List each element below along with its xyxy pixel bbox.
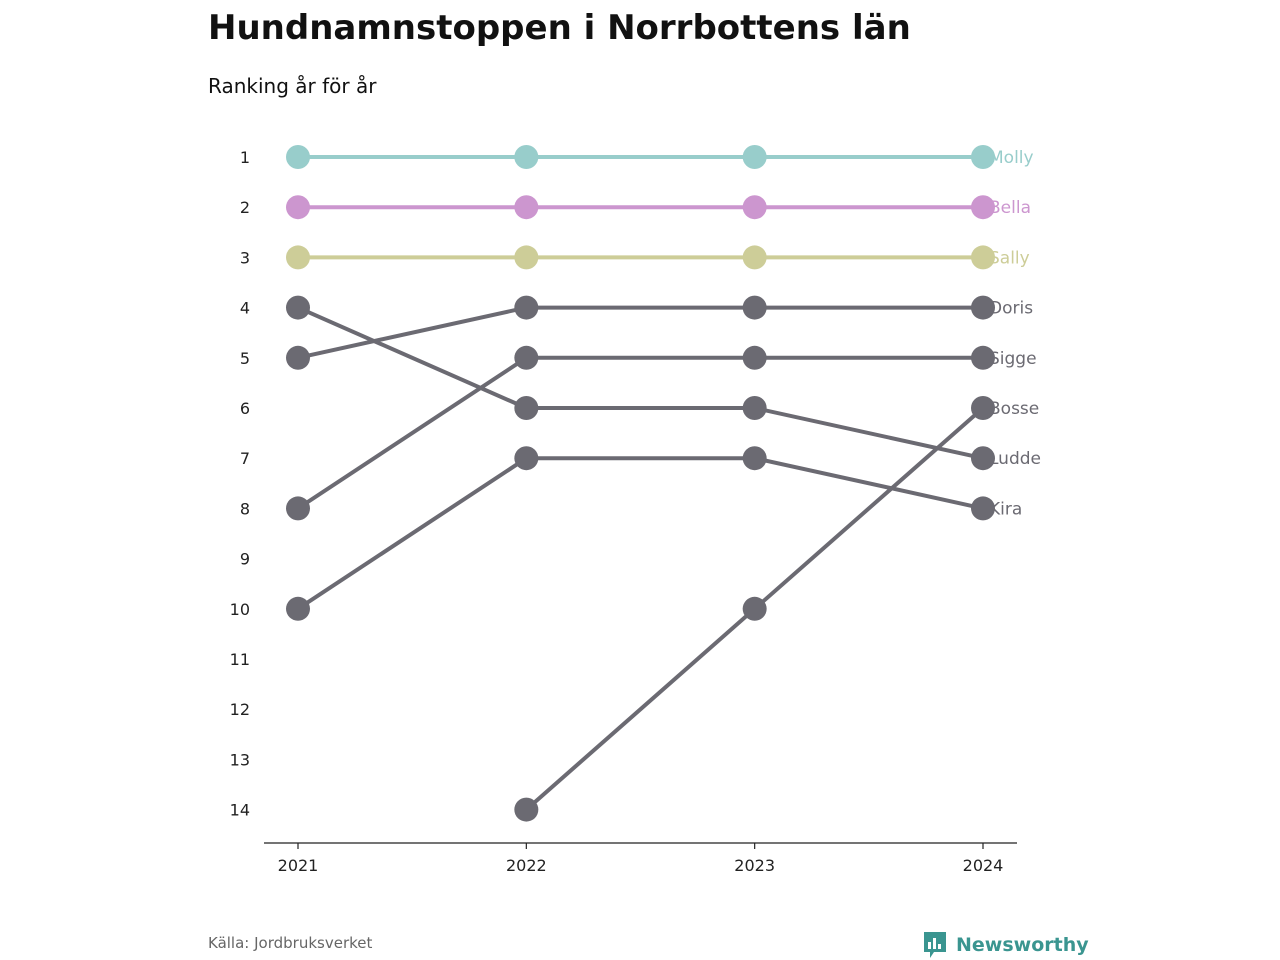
- series-layer: Doris Sigge Bosse Ludde Kira Molly Bella Sally: [286, 145, 1041, 822]
- data-point: [286, 145, 310, 169]
- data-point: [971, 145, 995, 169]
- y-tick-label: 5: [240, 349, 250, 368]
- data-point: [971, 496, 995, 521]
- data-point: [742, 195, 767, 220]
- series-line: [296, 456, 984, 611]
- y-tick-label: 8: [240, 499, 250, 518]
- y-tick-label: 11: [230, 650, 250, 669]
- data-point: [286, 295, 310, 320]
- y-tick-label: 1: [240, 148, 250, 167]
- series-kira: Kira: [286, 446, 1022, 621]
- y-tick-label: 10: [230, 600, 250, 619]
- data-point: [514, 797, 539, 822]
- chart-title: Hundnamnstoppen i Norrbottens län: [208, 8, 911, 48]
- data-point: [286, 496, 310, 521]
- series-end-label: Bosse: [989, 399, 1039, 419]
- series-doris: Doris: [286, 295, 1033, 370]
- data-point: [514, 295, 539, 320]
- data-point: [742, 446, 767, 471]
- series-end-label: Bella: [989, 198, 1031, 218]
- data-point: [514, 145, 539, 169]
- y-tick-label: 13: [230, 750, 250, 769]
- data-point: [742, 295, 767, 320]
- y-tick-label: 3: [240, 248, 250, 267]
- series-line: [297, 305, 984, 461]
- data-point: [286, 345, 310, 370]
- chart-subtitle: Ranking år för år: [208, 74, 377, 98]
- data-point: [742, 145, 767, 169]
- series-end-label: Ludde: [989, 449, 1041, 469]
- data-point: [514, 195, 539, 220]
- y-tick-label: 6: [240, 399, 250, 418]
- data-point: [971, 446, 995, 471]
- series-molly: Molly: [286, 145, 1034, 169]
- x-axis: 2021 2022 2023 2024: [264, 842, 1017, 875]
- data-point: [742, 596, 767, 621]
- y-tick-label: 12: [230, 700, 250, 719]
- series-line: [297, 305, 983, 360]
- series-bosse: Bosse: [514, 396, 1039, 822]
- series-end-label: Sally: [989, 248, 1030, 268]
- data-point: [286, 596, 310, 621]
- data-point: [514, 245, 539, 270]
- y-tick-label: 14: [230, 801, 250, 820]
- series-end-label: Molly: [989, 148, 1034, 168]
- x-tick-label: 2024: [963, 856, 1004, 875]
- series-sigge: Sigge: [286, 345, 1037, 521]
- brand-name: Newsworthy: [956, 934, 1089, 956]
- brand-logo[interactable]: Newsworthy: [922, 930, 1089, 960]
- series-sally: Sally: [286, 245, 1030, 270]
- data-point: [286, 195, 310, 220]
- data-point: [971, 195, 995, 220]
- bar-chart-icon: [924, 932, 946, 958]
- data-point: [971, 295, 995, 320]
- series-bella: Bella: [286, 195, 1031, 220]
- data-point: [742, 345, 767, 370]
- x-tick-label: 2021: [278, 856, 319, 875]
- data-point: [514, 446, 539, 471]
- data-point: [742, 245, 767, 270]
- series-end-label: Sigge: [989, 349, 1037, 369]
- source-note: Källa: Jordbruksverket: [208, 934, 373, 952]
- y-tick-label: 4: [240, 299, 250, 318]
- series-line: [296, 355, 983, 511]
- x-tick-label: 2022: [506, 856, 547, 875]
- series-end-label: Kira: [989, 499, 1022, 519]
- x-tick-label: 2023: [734, 856, 775, 875]
- data-point: [514, 345, 539, 370]
- data-point: [971, 345, 995, 370]
- series-ludde: Ludde: [286, 295, 1041, 471]
- data-point: [286, 245, 310, 270]
- y-tick-label: 2: [240, 198, 250, 217]
- series-end-label: Doris: [989, 299, 1033, 319]
- data-point: [742, 396, 767, 420]
- y-tick-label: 9: [240, 550, 250, 569]
- data-point: [514, 396, 539, 420]
- data-point: [971, 396, 995, 420]
- y-tick-label: 7: [240, 449, 250, 468]
- data-point: [971, 245, 995, 270]
